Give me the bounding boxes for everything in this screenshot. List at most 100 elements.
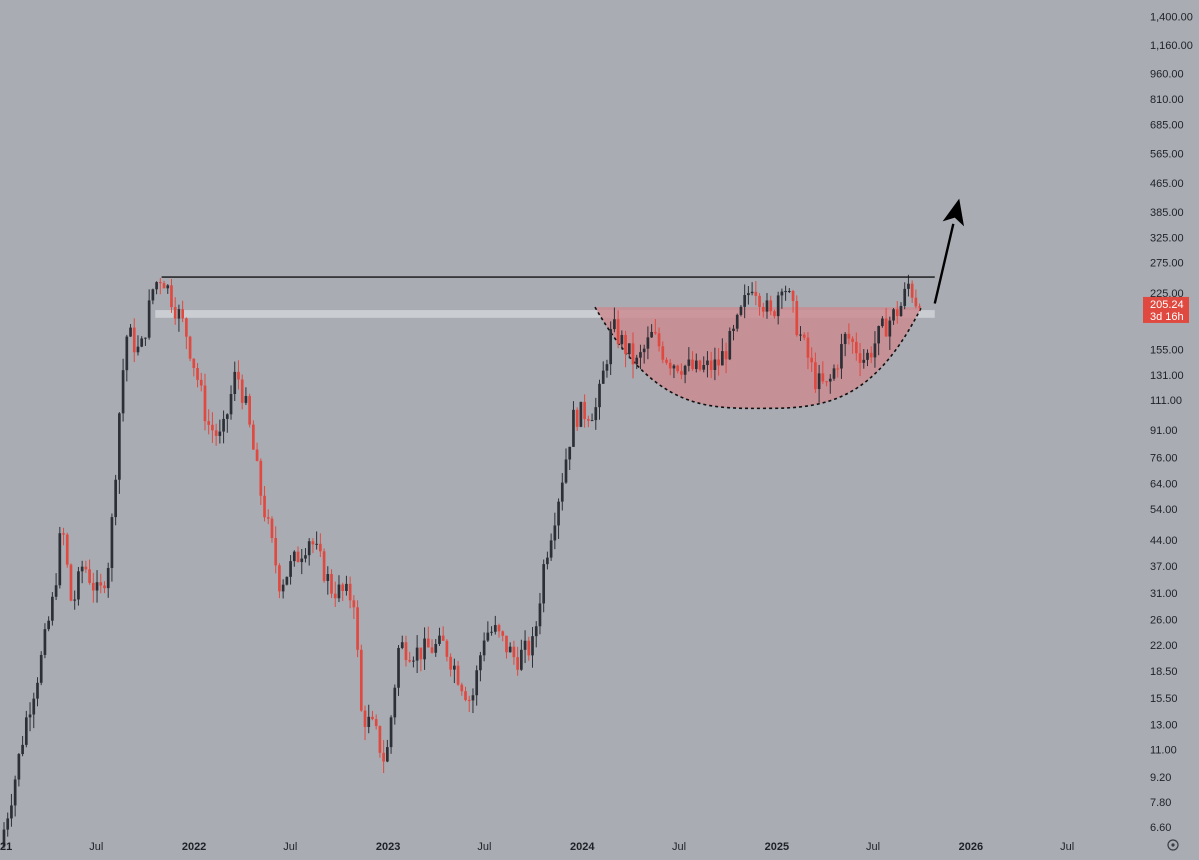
candle — [769, 295, 773, 316]
candle — [348, 576, 352, 609]
candle-body — [724, 351, 728, 360]
candle-body — [389, 717, 393, 748]
candle-body — [158, 282, 162, 284]
candle-body — [825, 381, 828, 383]
candle — [91, 572, 95, 603]
candle — [65, 532, 69, 568]
price-tick-label: 15.50 — [1150, 693, 1178, 705]
candle — [140, 336, 144, 348]
candle-body — [374, 719, 378, 727]
candle — [10, 793, 13, 827]
candle — [345, 575, 348, 596]
candle-body — [814, 362, 817, 390]
candle-body — [858, 353, 862, 363]
candle — [799, 326, 802, 342]
candle — [724, 342, 728, 374]
candle-body — [534, 626, 538, 637]
chart-settings-icon[interactable] — [1167, 839, 1179, 851]
candle — [147, 289, 151, 340]
candle-body — [129, 327, 132, 337]
candle — [58, 526, 62, 589]
candle-body — [73, 599, 77, 601]
candle — [304, 548, 307, 563]
candle-body — [10, 805, 13, 819]
candle — [255, 442, 259, 462]
candle-body — [743, 295, 747, 307]
candle-body — [702, 365, 706, 370]
candle-body — [311, 541, 315, 545]
candle-body — [13, 779, 17, 806]
candle-body — [609, 329, 613, 365]
candle-body — [237, 371, 240, 380]
candle — [389, 715, 393, 754]
candle-body — [501, 631, 505, 636]
candle — [289, 555, 292, 585]
candle — [438, 627, 441, 646]
candle-body — [166, 285, 170, 289]
candle-body — [43, 629, 47, 655]
breakout-arrow-shaft — [933, 223, 955, 304]
candle — [32, 692, 36, 729]
candle-body — [650, 331, 653, 338]
candle-body — [683, 365, 687, 375]
candle-body — [445, 640, 449, 657]
candle — [899, 302, 903, 317]
candle — [646, 326, 650, 360]
candle-body — [326, 574, 330, 581]
candle-body — [520, 649, 523, 670]
candle-body — [333, 593, 337, 599]
candle-body — [646, 337, 650, 349]
candle-body — [493, 625, 497, 632]
candle-body — [397, 647, 400, 688]
candle-body — [121, 370, 125, 414]
candle-body — [136, 346, 140, 353]
candle-body — [654, 331, 657, 334]
candle — [77, 566, 80, 606]
candle — [211, 412, 214, 443]
price-axis[interactable]: 1,400.00 1,160.00 960.00 810.00 685.00 565.00… — [1150, 11, 1193, 834]
candle-body — [769, 300, 773, 312]
candle — [2, 822, 6, 849]
candle-body — [806, 337, 810, 358]
candle — [765, 293, 769, 319]
candle-body — [214, 430, 218, 436]
candle-body — [780, 291, 784, 296]
candle-body — [661, 346, 665, 360]
candle — [374, 714, 378, 730]
candle — [497, 623, 501, 638]
candle — [203, 373, 207, 431]
candle — [158, 278, 162, 295]
candle — [118, 412, 121, 494]
candle-body — [732, 328, 735, 332]
time-tick-label: 2026 — [959, 841, 983, 853]
candle-body — [847, 333, 851, 339]
candle-body — [810, 357, 814, 363]
candle-body — [400, 642, 404, 648]
candle — [393, 684, 397, 725]
time-axis[interactable]: 2021 Jul 2022 Jul 2023 Jul 2024 Jul 2025 Jul 2026 J… — [0, 841, 1074, 853]
candle-body — [598, 383, 601, 408]
candle — [408, 651, 412, 663]
candle-body — [538, 603, 542, 627]
price-tick-label: 685.00 — [1150, 120, 1184, 132]
price-tick-label: 6.60 — [1150, 822, 1171, 834]
candle-body — [17, 754, 21, 780]
price-tick-label: 465.00 — [1150, 178, 1184, 190]
candle — [106, 562, 110, 598]
price-tick-label: 111.00 — [1150, 395, 1182, 407]
candle-body — [594, 407, 598, 421]
candle-body — [680, 371, 683, 375]
candle — [233, 361, 237, 402]
candle — [661, 341, 665, 364]
candle-body — [281, 584, 285, 592]
candle — [720, 338, 724, 366]
candle — [266, 509, 270, 525]
candle — [155, 281, 158, 295]
candle-body — [266, 517, 270, 519]
candle-body — [39, 654, 43, 683]
candle — [553, 512, 557, 550]
breakout-arrow-head — [942, 198, 965, 227]
candle-body — [873, 343, 877, 358]
